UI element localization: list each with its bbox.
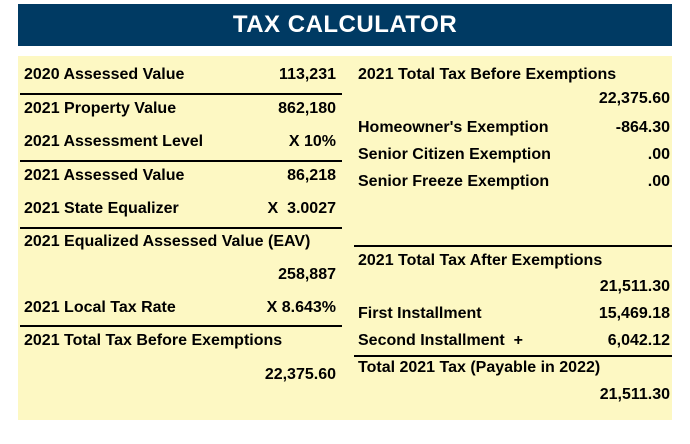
senior-freeze-exemption-value: .00 bbox=[647, 173, 670, 190]
divider bbox=[354, 355, 672, 357]
assessed-2020-label: 2020 Assessed Value bbox=[24, 66, 185, 83]
calculator-panel bbox=[18, 56, 672, 420]
total-after-exemptions-label: 2021 Total Tax After Exemptions bbox=[358, 252, 603, 269]
senior-citizen-exemption-value: .00 bbox=[647, 146, 670, 163]
right-total-before-value: 22,375.60 bbox=[598, 90, 670, 107]
state-equalizer-label: 2021 State Equalizer bbox=[24, 200, 179, 217]
page-title: TAX CALCULATOR bbox=[18, 4, 672, 46]
divider bbox=[20, 93, 342, 95]
divider bbox=[20, 227, 342, 229]
senior-freeze-exemption-label: Senior Freeze Exemption bbox=[358, 173, 550, 190]
property-2021-label: 2021 Property Value bbox=[24, 100, 177, 117]
local-tax-rate-label: 2021 Local Tax Rate bbox=[24, 299, 176, 316]
eav-label: 2021 Equalized Assessed Value (EAV) bbox=[24, 233, 311, 250]
right-total-before-label: 2021 Total Tax Before Exemptions bbox=[358, 66, 617, 83]
total-2021-tax-label: Total 2021 Tax (Payable in 2022) bbox=[358, 359, 601, 376]
first-installment-label: First Installment bbox=[358, 305, 482, 322]
homeowner-exemption-value: -864.30 bbox=[615, 119, 670, 136]
second-installment-label: Second Installment + bbox=[358, 332, 523, 349]
total-2021-tax-value: 21,511.30 bbox=[599, 386, 670, 403]
property-2021-value: 862,180 bbox=[278, 100, 336, 117]
assessed-2020-value: 113,231 bbox=[279, 66, 336, 83]
left-total-before-label: 2021 Total Tax Before Exemptions bbox=[24, 332, 283, 349]
assessment-level-value: X 10% bbox=[288, 133, 336, 150]
total-after-exemptions-value: 21,511.30 bbox=[599, 278, 670, 295]
divider bbox=[20, 325, 342, 327]
first-installment-value: 15,469.18 bbox=[598, 305, 670, 322]
eav-value: 258,887 bbox=[278, 266, 336, 283]
second-installment-value: 6,042.12 bbox=[607, 332, 670, 349]
assessed-2021-value: 86,218 bbox=[287, 167, 336, 184]
assessment-level-label: 2021 Assessment Level bbox=[24, 133, 204, 150]
divider bbox=[354, 245, 672, 247]
divider bbox=[20, 160, 342, 162]
left-total-before-value: 22,375.60 bbox=[264, 366, 336, 383]
local-tax-rate-value: X 8.643% bbox=[266, 299, 336, 316]
state-equalizer-value: X 3.0027 bbox=[267, 200, 337, 217]
assessed-2021-label: 2021 Assessed Value bbox=[24, 167, 185, 184]
senior-citizen-exemption-label: Senior Citizen Exemption bbox=[358, 146, 551, 163]
homeowner-exemption-label: Homeowner's Exemption bbox=[358, 119, 549, 136]
